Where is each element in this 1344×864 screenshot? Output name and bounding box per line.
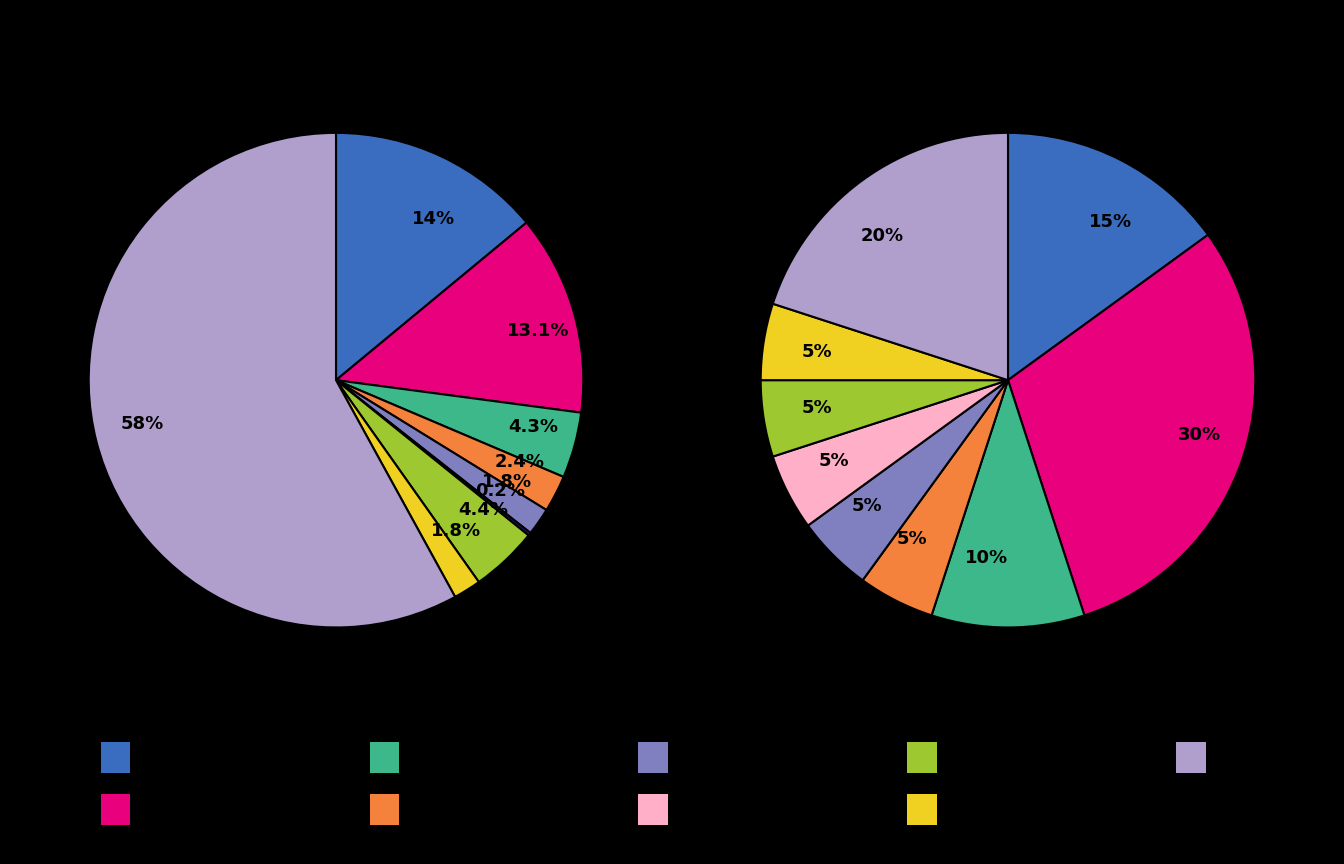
Text: 2.4%: 2.4%	[495, 453, 544, 471]
Text: 5%: 5%	[896, 530, 927, 548]
Wedge shape	[808, 380, 1008, 581]
Text: 30%: 30%	[1177, 426, 1220, 444]
Text: 1.8%: 1.8%	[430, 522, 481, 540]
Wedge shape	[761, 304, 1008, 380]
Text: 13.1%: 13.1%	[507, 322, 570, 340]
Text: 10%: 10%	[965, 550, 1008, 567]
Text: 1.8%: 1.8%	[482, 473, 532, 491]
Wedge shape	[336, 223, 583, 413]
Wedge shape	[336, 380, 531, 536]
Text: 5%: 5%	[801, 399, 832, 417]
Wedge shape	[931, 380, 1085, 627]
Text: 5%: 5%	[818, 452, 849, 470]
Text: 4.3%: 4.3%	[508, 418, 558, 436]
Wedge shape	[336, 380, 528, 582]
Wedge shape	[336, 380, 563, 510]
Text: 5%: 5%	[852, 497, 882, 515]
Wedge shape	[336, 380, 581, 477]
Wedge shape	[773, 380, 1008, 525]
Text: 4.4%: 4.4%	[458, 501, 508, 519]
Wedge shape	[89, 133, 456, 627]
Wedge shape	[761, 380, 1008, 456]
Text: 20%: 20%	[860, 227, 903, 245]
Wedge shape	[336, 380, 547, 533]
Text: 0.2%: 0.2%	[476, 482, 526, 500]
Wedge shape	[1008, 235, 1255, 615]
Text: 58%: 58%	[121, 416, 164, 434]
Text: 15%: 15%	[1089, 213, 1132, 231]
Text: 5%: 5%	[801, 343, 832, 361]
Wedge shape	[336, 380, 478, 597]
Wedge shape	[773, 133, 1008, 380]
Wedge shape	[863, 380, 1008, 615]
Wedge shape	[1008, 133, 1208, 380]
Text: 14%: 14%	[411, 210, 454, 228]
Wedge shape	[336, 133, 527, 380]
